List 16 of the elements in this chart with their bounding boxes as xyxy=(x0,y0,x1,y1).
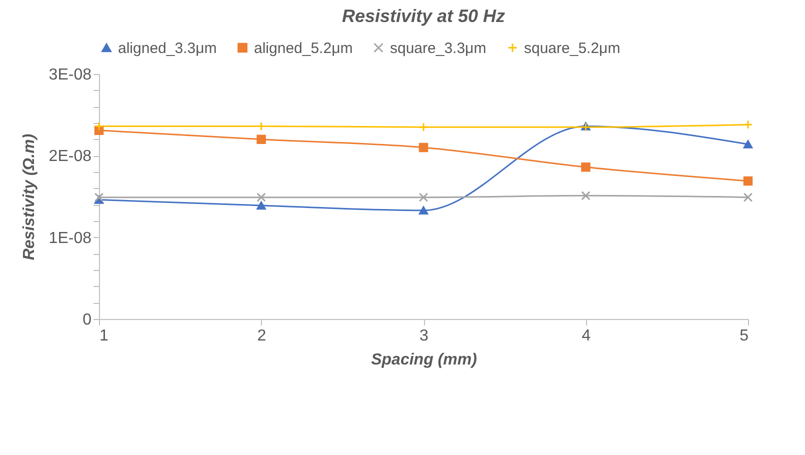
legend-label: aligned_5.2μm xyxy=(254,40,353,57)
y-tick-label: 2E-08 xyxy=(48,148,92,166)
x-axis-title: Spacing (mm) xyxy=(371,352,477,368)
x-tick-label: 4 xyxy=(582,328,591,344)
legend-label: aligned_3.3μm xyxy=(118,40,217,57)
x-tick-label: 3 xyxy=(420,328,429,344)
x-tick-label: 5 xyxy=(740,328,749,344)
x-tick-label: 1 xyxy=(100,328,108,344)
y-tick-label: 3E-08 xyxy=(48,66,92,84)
x-tick-label: 2 xyxy=(257,328,266,344)
chart-title: Resistivity at 50 Hz xyxy=(342,6,506,26)
legend-label: square_3.3μm xyxy=(390,40,486,57)
legend-label: square_5.2μm xyxy=(524,40,620,57)
y-tick-label: 0 xyxy=(82,312,92,328)
y-axis-title: Resistivity (Ω.m) xyxy=(20,134,38,260)
y-tick-label: 1E-08 xyxy=(48,230,92,247)
